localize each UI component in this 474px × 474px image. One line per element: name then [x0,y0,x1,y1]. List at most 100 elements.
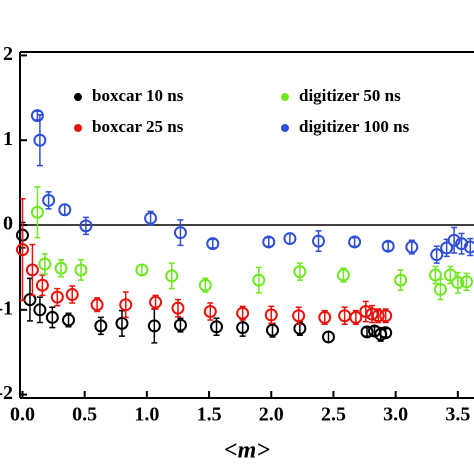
data-point [144,211,158,225]
data-point [443,268,457,282]
legend-marker [74,93,82,101]
data-point [94,319,108,333]
data-point [149,295,163,309]
x-tick-label: 2.0 [259,404,284,426]
data-point [447,233,461,247]
data-point [58,203,72,217]
data-point [440,241,454,255]
data-point [379,309,393,323]
data-point [30,205,44,219]
error-bar [397,269,404,292]
data-point [321,330,335,344]
data-point [264,308,278,322]
data-point [115,316,129,330]
data-point [54,261,68,275]
error-bar [385,241,392,252]
data-point [38,257,52,271]
data-point [165,269,179,283]
error-bar [168,262,175,290]
data-point [25,263,39,277]
y-tick-label: 0 [3,213,13,235]
y-tick-label: -1 [0,297,13,319]
data-point [171,301,185,315]
x-tick-label: 0.0 [10,404,35,426]
x-tick-label: 3.0 [383,404,408,426]
error-bar [451,226,458,254]
error-bar [454,271,461,294]
error-bar [19,197,26,302]
data-point [42,193,56,207]
legend-label: boxcar 10 ns [92,86,184,105]
error-bar [325,331,332,343]
data-point [50,290,64,304]
error-bar [151,308,158,344]
error-bar [118,309,125,337]
data-point [173,318,187,332]
error-bar [315,230,322,253]
legend-label: boxcar 25 ns [92,117,184,136]
error-bar [122,291,129,319]
error-bar [49,306,56,329]
data-point [206,237,220,251]
y-tick-label: -2 [0,382,13,404]
error-bar [437,278,444,301]
data-point [405,240,419,254]
data-point [463,240,474,254]
data-point [210,320,224,334]
error-bar [351,236,358,247]
data-point [349,310,363,324]
data-point [292,309,306,323]
x-tick-label: 0.5 [72,404,97,426]
error-bar [255,266,262,294]
error-bar [177,219,184,247]
error-bar [209,238,216,249]
error-bar [286,232,293,245]
data-point [173,226,187,240]
data-point [460,275,474,289]
data-point [33,133,47,147]
error-bar [34,186,41,239]
data-point [433,282,447,296]
data-point [15,243,29,257]
data-point [348,235,362,249]
error-bar [362,300,369,323]
data-point [371,309,385,323]
data-point [394,273,408,287]
data-point [252,273,266,287]
data-point [293,265,307,279]
data-point [318,310,332,324]
data-point [135,263,149,277]
data-point [119,298,133,312]
data-point [379,326,393,340]
data-point [74,263,88,277]
data-point [79,219,93,233]
data-point [35,278,49,292]
data-point [23,293,37,307]
x-axis-label: <m> [224,438,270,464]
data-point [45,310,59,324]
data-point [236,306,250,320]
data-point [430,248,444,262]
x-tick-label: 1.0 [134,404,159,426]
data-point [293,321,307,335]
data-point [428,268,442,282]
legend-marker [281,93,289,101]
data-point [65,288,79,302]
data-point [360,325,374,339]
legend-marker [281,124,289,132]
x-tick-label: 3.5 [445,404,470,426]
data-point [236,321,250,335]
data-point [312,234,326,248]
legend-label: digitizer 50 ns [299,86,401,105]
data-point [283,232,297,246]
data-point [381,239,395,253]
data-point [451,276,465,290]
error-bar [265,236,272,247]
x-tick-label: 2.5 [321,404,346,426]
data-point [262,235,276,249]
error-bar [61,203,68,216]
error-bar [41,253,48,275]
legend-label: digitizer 100 ns [299,117,410,136]
data-point [147,319,161,333]
